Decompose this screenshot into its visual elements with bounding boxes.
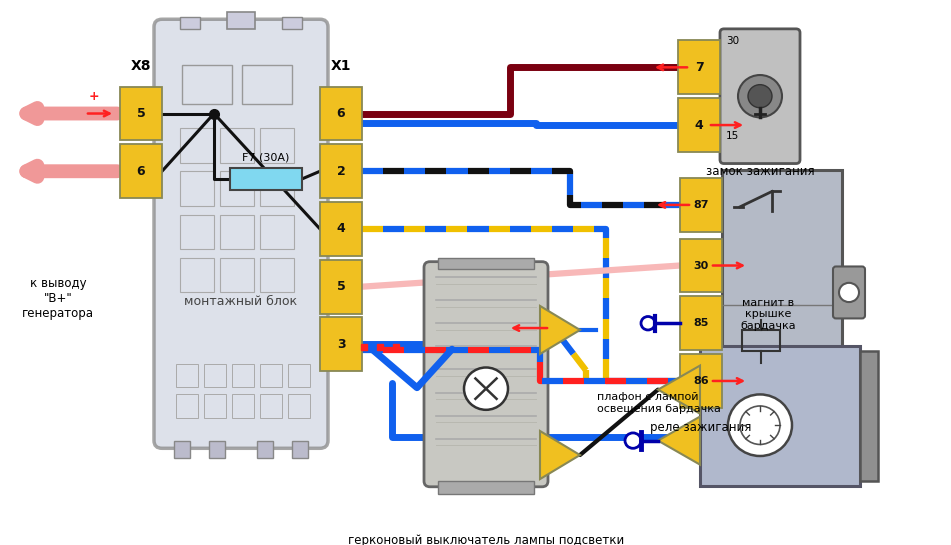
FancyBboxPatch shape bbox=[680, 354, 722, 408]
FancyBboxPatch shape bbox=[320, 202, 362, 256]
FancyBboxPatch shape bbox=[680, 296, 722, 350]
FancyBboxPatch shape bbox=[257, 440, 273, 458]
Text: 30: 30 bbox=[693, 261, 708, 270]
Text: +: + bbox=[89, 90, 100, 103]
Text: монтажный блок: монтажный блок bbox=[184, 295, 298, 307]
Text: герконовый выключатель лампы подсветки: герконовый выключатель лампы подсветки bbox=[348, 534, 624, 545]
Text: 4: 4 bbox=[337, 222, 345, 235]
Circle shape bbox=[839, 283, 859, 302]
FancyBboxPatch shape bbox=[320, 260, 362, 313]
FancyBboxPatch shape bbox=[227, 11, 255, 29]
Polygon shape bbox=[658, 416, 700, 465]
FancyBboxPatch shape bbox=[120, 87, 162, 141]
FancyBboxPatch shape bbox=[833, 267, 865, 318]
FancyBboxPatch shape bbox=[320, 144, 362, 198]
FancyBboxPatch shape bbox=[154, 19, 328, 449]
Text: X1: X1 bbox=[331, 59, 351, 73]
Circle shape bbox=[464, 367, 508, 410]
Text: 3: 3 bbox=[337, 338, 345, 351]
Text: 2: 2 bbox=[337, 165, 345, 178]
FancyBboxPatch shape bbox=[438, 258, 534, 269]
Text: 5: 5 bbox=[137, 107, 146, 120]
FancyBboxPatch shape bbox=[120, 144, 162, 198]
FancyBboxPatch shape bbox=[678, 98, 720, 152]
FancyBboxPatch shape bbox=[230, 168, 302, 190]
FancyBboxPatch shape bbox=[860, 351, 878, 481]
Text: F7 (30A): F7 (30A) bbox=[243, 153, 290, 162]
Text: 4: 4 bbox=[694, 119, 704, 131]
Text: 86: 86 bbox=[693, 376, 708, 386]
Text: плафон с лампой
освещения бардачка: плафон с лампой освещения бардачка bbox=[597, 392, 721, 414]
Text: 5: 5 bbox=[337, 280, 345, 293]
Polygon shape bbox=[540, 431, 580, 479]
Polygon shape bbox=[658, 366, 700, 414]
FancyBboxPatch shape bbox=[680, 178, 722, 232]
Circle shape bbox=[625, 433, 641, 449]
Circle shape bbox=[748, 84, 772, 108]
FancyBboxPatch shape bbox=[320, 318, 362, 371]
Text: 87: 87 bbox=[693, 200, 708, 210]
FancyBboxPatch shape bbox=[720, 29, 800, 164]
Text: 7: 7 bbox=[694, 61, 704, 74]
Text: 85: 85 bbox=[693, 318, 708, 328]
Text: замок зажигания: замок зажигания bbox=[706, 166, 814, 178]
Text: 6: 6 bbox=[137, 165, 146, 178]
Circle shape bbox=[641, 317, 655, 330]
FancyBboxPatch shape bbox=[722, 170, 842, 416]
Text: 15: 15 bbox=[726, 131, 739, 141]
Text: 6: 6 bbox=[337, 107, 345, 120]
Polygon shape bbox=[540, 306, 580, 354]
FancyBboxPatch shape bbox=[209, 440, 225, 458]
FancyBboxPatch shape bbox=[438, 481, 534, 494]
FancyBboxPatch shape bbox=[292, 440, 308, 458]
Text: X8: X8 bbox=[130, 59, 151, 73]
FancyBboxPatch shape bbox=[700, 346, 860, 486]
FancyBboxPatch shape bbox=[424, 262, 548, 487]
Text: реле зажигания: реле зажигания bbox=[650, 421, 751, 434]
Text: к выводу
"В+"
генератора: к выводу "В+" генератора bbox=[22, 277, 94, 320]
FancyBboxPatch shape bbox=[174, 440, 190, 458]
FancyBboxPatch shape bbox=[680, 239, 722, 293]
FancyBboxPatch shape bbox=[180, 17, 200, 29]
Text: магнит в
крышке
бардачка: магнит в крышке бардачка bbox=[740, 298, 796, 331]
Circle shape bbox=[738, 75, 782, 117]
FancyBboxPatch shape bbox=[320, 87, 362, 141]
FancyBboxPatch shape bbox=[282, 17, 302, 29]
Circle shape bbox=[728, 395, 792, 456]
Text: 30: 30 bbox=[726, 37, 739, 46]
FancyBboxPatch shape bbox=[678, 40, 720, 94]
